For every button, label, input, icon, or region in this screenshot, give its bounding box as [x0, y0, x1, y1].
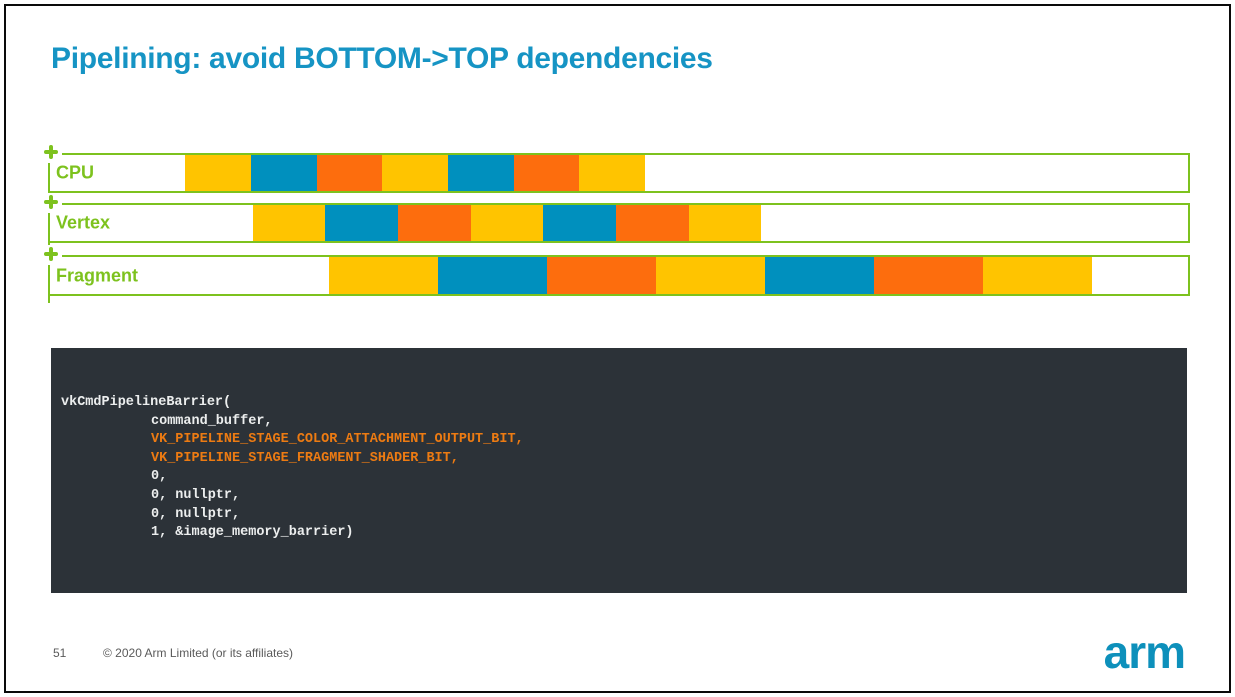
bar-segment-blue	[437, 257, 547, 294]
bar-segment-blue	[764, 257, 874, 294]
bar-segment-yellow	[688, 205, 762, 241]
pipeline-bar-vertex: Vertex	[40, 193, 1190, 250]
bar-segment-blue	[448, 155, 514, 191]
plus-marker-icon	[40, 143, 62, 163]
bar-segment-yellow	[470, 205, 544, 241]
code-line: 1, &image_memory_barrier)	[151, 525, 354, 541]
bar-segment-yellow	[328, 257, 438, 294]
bar-segment-yellow	[382, 155, 449, 191]
bar-segment-orange	[397, 205, 471, 241]
bar-segment-blue	[251, 155, 317, 191]
bar-segment-orange	[873, 257, 983, 294]
code-line: 0, nullptr,	[151, 487, 241, 503]
code-block: vkCmdPipelineBarrier( command_buffer, VK_P…	[51, 348, 1187, 543]
arm-logo: arm	[1103, 626, 1186, 678]
bar-segment-blue	[543, 205, 617, 241]
code-line: command_buffer,	[151, 413, 273, 429]
bar-label: CPU	[56, 162, 95, 183]
bar-segment-orange	[616, 205, 689, 241]
code-line: 0, nullptr,	[151, 506, 241, 522]
bar-segment-yellow	[579, 155, 646, 191]
code-line-highlight: VK_PIPELINE_STAGE_FRAGMENT_SHADER_BIT,	[151, 450, 459, 466]
bar-segment-orange	[513, 155, 580, 191]
bar-segments	[50, 155, 1188, 191]
code-panel: vkCmdPipelineBarrier( command_buffer, VK_P…	[51, 348, 1187, 593]
page-number: 51	[53, 646, 67, 660]
left-tick	[47, 294, 50, 303]
bar-segment-yellow	[655, 257, 765, 294]
bar-segment-blue	[325, 205, 398, 241]
bar-segment-yellow	[185, 155, 252, 191]
bar-label: Fragment	[56, 265, 139, 285]
bar-segment-orange	[546, 257, 656, 294]
code-line: 0,	[151, 469, 168, 485]
bar-segment-yellow	[982, 257, 1092, 294]
bar-segments	[50, 205, 1188, 241]
code-line: vkCmdPipelineBarrier(	[61, 395, 232, 410]
bar-segments	[50, 257, 1188, 294]
plus-marker-icon	[40, 193, 62, 213]
bar-label: Vertex	[56, 212, 111, 233]
bar-segment-yellow	[252, 205, 326, 241]
copyright-text: © 2020 Arm Limited (or its affiliates)	[103, 646, 294, 660]
pipeline-bar-fragment: Fragment	[40, 245, 1190, 303]
bar-segment-orange	[316, 155, 383, 191]
slide-title: Pipelining: avoid BOTTOM->TOP dependenci…	[51, 42, 713, 75]
code-line-highlight: VK_PIPELINE_STAGE_COLOR_ATTACHMENT_OUTPU…	[151, 432, 524, 448]
pipeline-bar-cpu: CPU	[40, 143, 1190, 200]
plus-marker-icon	[40, 245, 62, 265]
